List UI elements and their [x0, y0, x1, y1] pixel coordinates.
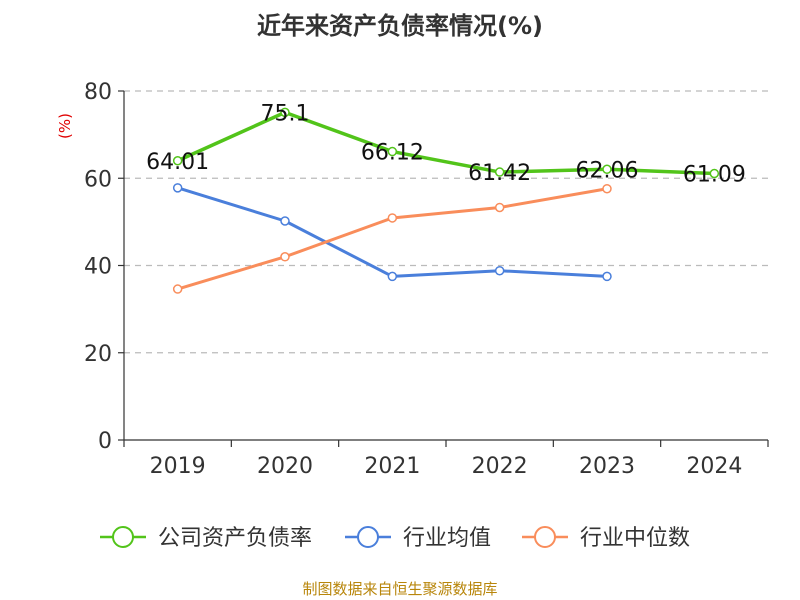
axes: 0 20 40 60 80 2019 2020 2021 2022 2023 2024 (%): [56, 80, 769, 479]
x-tick-label: 2020: [257, 454, 313, 479]
x-tick-label: 2022: [472, 454, 528, 479]
data-point: [280, 252, 290, 262]
data-point: [602, 271, 612, 282]
legend-swatch-marker: [112, 526, 134, 548]
series-lines: [172, 107, 720, 294]
data-labels: 64.01 75.1 66.12 61.42 62.06 61.09: [146, 101, 746, 187]
legend-swatch-marker: [534, 526, 556, 548]
data-point: [387, 271, 398, 282]
x-tick-label: 2023: [579, 454, 635, 479]
data-point: [494, 202, 505, 213]
y-tick-label: 20: [84, 342, 112, 367]
grid-lines: [124, 90, 768, 354]
data-point: [387, 213, 398, 223]
data-point: [494, 167, 505, 177]
data-point: [172, 183, 183, 193]
y-axis-label: (%): [56, 113, 74, 139]
y-tick-label: 80: [84, 80, 112, 105]
x-tick-label: 2024: [686, 454, 742, 479]
source-note: 制图数据来自恒生聚源数据库: [302, 580, 498, 598]
data-point: [387, 146, 398, 157]
y-tick-label: 0: [98, 429, 112, 454]
data-label: 62.06: [576, 158, 639, 183]
data-point: [602, 183, 612, 194]
data-point: [602, 164, 612, 175]
data-point: [280, 216, 290, 226]
data-point: [280, 107, 290, 118]
x-tick-label: 2019: [150, 454, 206, 479]
y-tick-label: 60: [84, 167, 112, 192]
data-point: [709, 168, 720, 179]
legend-label: 公司资产负债率: [158, 526, 312, 551]
x-tick-label: 2021: [364, 454, 420, 479]
legend: 公司资产负债率 行业均值 行业中位数: [100, 526, 690, 551]
data-label: 75.1: [261, 101, 310, 126]
data-point: [172, 156, 183, 166]
chart-title: 近年来资产负债率情况(%): [257, 12, 543, 40]
series-line-0: [176, 110, 715, 176]
data-label: 64.01: [146, 150, 209, 175]
legend-swatch-marker: [357, 526, 379, 548]
data-label: 61.09: [683, 162, 746, 187]
legend-label: 行业均值: [403, 526, 491, 551]
y-tick-label: 40: [84, 255, 112, 280]
data-point: [494, 265, 505, 276]
data-label: 61.42: [468, 161, 531, 186]
data-label: 66.12: [361, 141, 424, 166]
legend-label: 行业中位数: [580, 526, 690, 551]
data-point: [172, 284, 183, 294]
